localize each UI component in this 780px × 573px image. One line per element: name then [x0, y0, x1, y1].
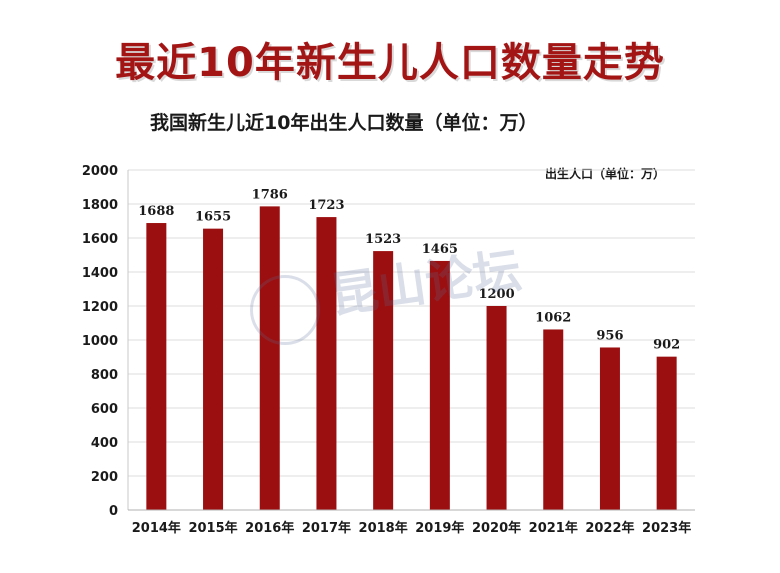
x-tick-label: 2020年: [472, 520, 521, 536]
data-label: 1465: [422, 242, 458, 257]
y-tick-label: 1000: [82, 334, 118, 349]
axes: [127, 170, 695, 511]
main-title: 最近10年新生儿人口数量走势: [115, 40, 665, 86]
data-label: 1523: [365, 232, 401, 247]
bar: [146, 223, 167, 511]
data-label: 1062: [535, 310, 571, 325]
bar: [429, 260, 450, 510]
bar: [259, 206, 280, 510]
data-label: 956: [596, 328, 623, 343]
y-tick-label: 200: [91, 470, 118, 485]
y-tick-label: 400: [91, 436, 118, 451]
bar: [316, 217, 337, 510]
data-label: 1723: [308, 198, 344, 213]
x-tick-label: 2022年: [585, 520, 634, 536]
data-label: 1655: [195, 210, 231, 225]
chart-subtitle: 我国新生儿近10年出生人口数量（单位：万）: [150, 112, 538, 134]
x-tick-label: 2017年: [302, 520, 351, 536]
x-tick-label: 2016年: [245, 520, 294, 536]
labels: 0 200 400 600 800 1000 1200 1400 1600 1800 2000 168…: [82, 164, 691, 536]
y-tick-label: 0: [109, 504, 118, 519]
y-tick-label: 1200: [82, 300, 118, 315]
bar: [373, 251, 394, 510]
data-label: 1688: [138, 204, 174, 219]
data-label: 1200: [478, 287, 514, 302]
bar: [599, 347, 620, 510]
x-tick-label: 2021年: [529, 520, 578, 536]
y-tick-label: 2000: [82, 164, 118, 179]
x-tick-label: 2023年: [642, 520, 691, 536]
bar: [486, 306, 507, 510]
y-tick-label: 800: [91, 368, 118, 383]
data-label: 1786: [252, 187, 288, 202]
bar: [543, 329, 564, 510]
x-tick-label: 2014年: [132, 520, 181, 536]
bars: [146, 206, 677, 511]
data-label: 902: [653, 338, 680, 353]
x-tick-label: 2018年: [359, 520, 408, 536]
y-tick-label: 600: [91, 402, 118, 417]
y-tick-label: 1400: [82, 266, 118, 281]
x-tick-label: 2015年: [188, 520, 237, 536]
x-tick-label: 2019年: [415, 520, 464, 536]
y-tick-label: 1600: [82, 232, 118, 247]
bar: [656, 356, 677, 510]
bar: [203, 228, 224, 510]
y-tick-label: 1800: [82, 198, 118, 213]
